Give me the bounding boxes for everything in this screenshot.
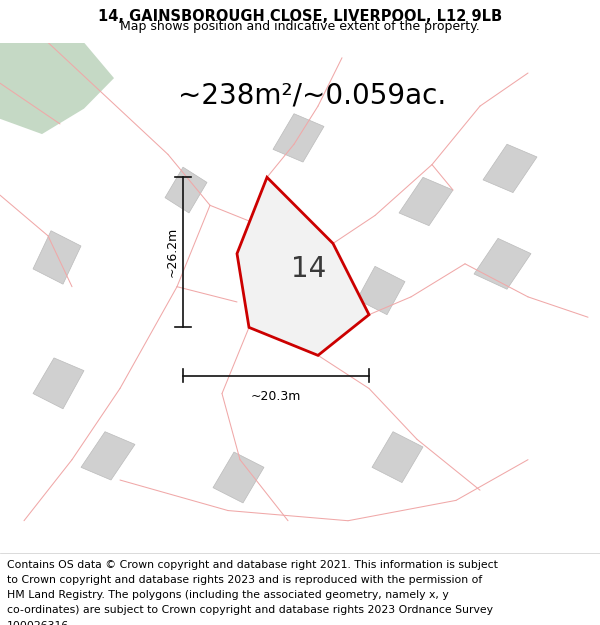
Text: ~26.2m: ~26.2m	[166, 228, 179, 278]
Polygon shape	[273, 114, 324, 162]
Polygon shape	[372, 432, 423, 482]
Text: ~238m²/~0.059ac.: ~238m²/~0.059ac.	[178, 82, 446, 110]
Text: Map shows position and indicative extent of the property.: Map shows position and indicative extent…	[120, 20, 480, 33]
Polygon shape	[399, 177, 453, 226]
Text: 100026316.: 100026316.	[7, 621, 73, 625]
Text: co-ordinates) are subject to Crown copyright and database rights 2023 Ordnance S: co-ordinates) are subject to Crown copyr…	[7, 606, 493, 616]
Polygon shape	[33, 231, 81, 284]
Polygon shape	[33, 358, 84, 409]
Polygon shape	[81, 432, 135, 480]
Polygon shape	[237, 177, 369, 356]
Text: HM Land Registry. The polygons (including the associated geometry, namely x, y: HM Land Registry. The polygons (includin…	[7, 591, 449, 601]
Text: Contains OS data © Crown copyright and database right 2021. This information is : Contains OS data © Crown copyright and d…	[7, 560, 498, 570]
Text: ~20.3m: ~20.3m	[251, 390, 301, 403]
Polygon shape	[0, 42, 114, 134]
Polygon shape	[213, 452, 264, 503]
Polygon shape	[165, 167, 207, 213]
Polygon shape	[483, 144, 537, 192]
Text: 14: 14	[292, 255, 326, 283]
Text: to Crown copyright and database rights 2023 and is reproduced with the permissio: to Crown copyright and database rights 2…	[7, 575, 482, 585]
Polygon shape	[474, 238, 531, 289]
Text: 14, GAINSBOROUGH CLOSE, LIVERPOOL, L12 9LB: 14, GAINSBOROUGH CLOSE, LIVERPOOL, L12 9…	[98, 9, 502, 24]
Polygon shape	[357, 266, 405, 314]
